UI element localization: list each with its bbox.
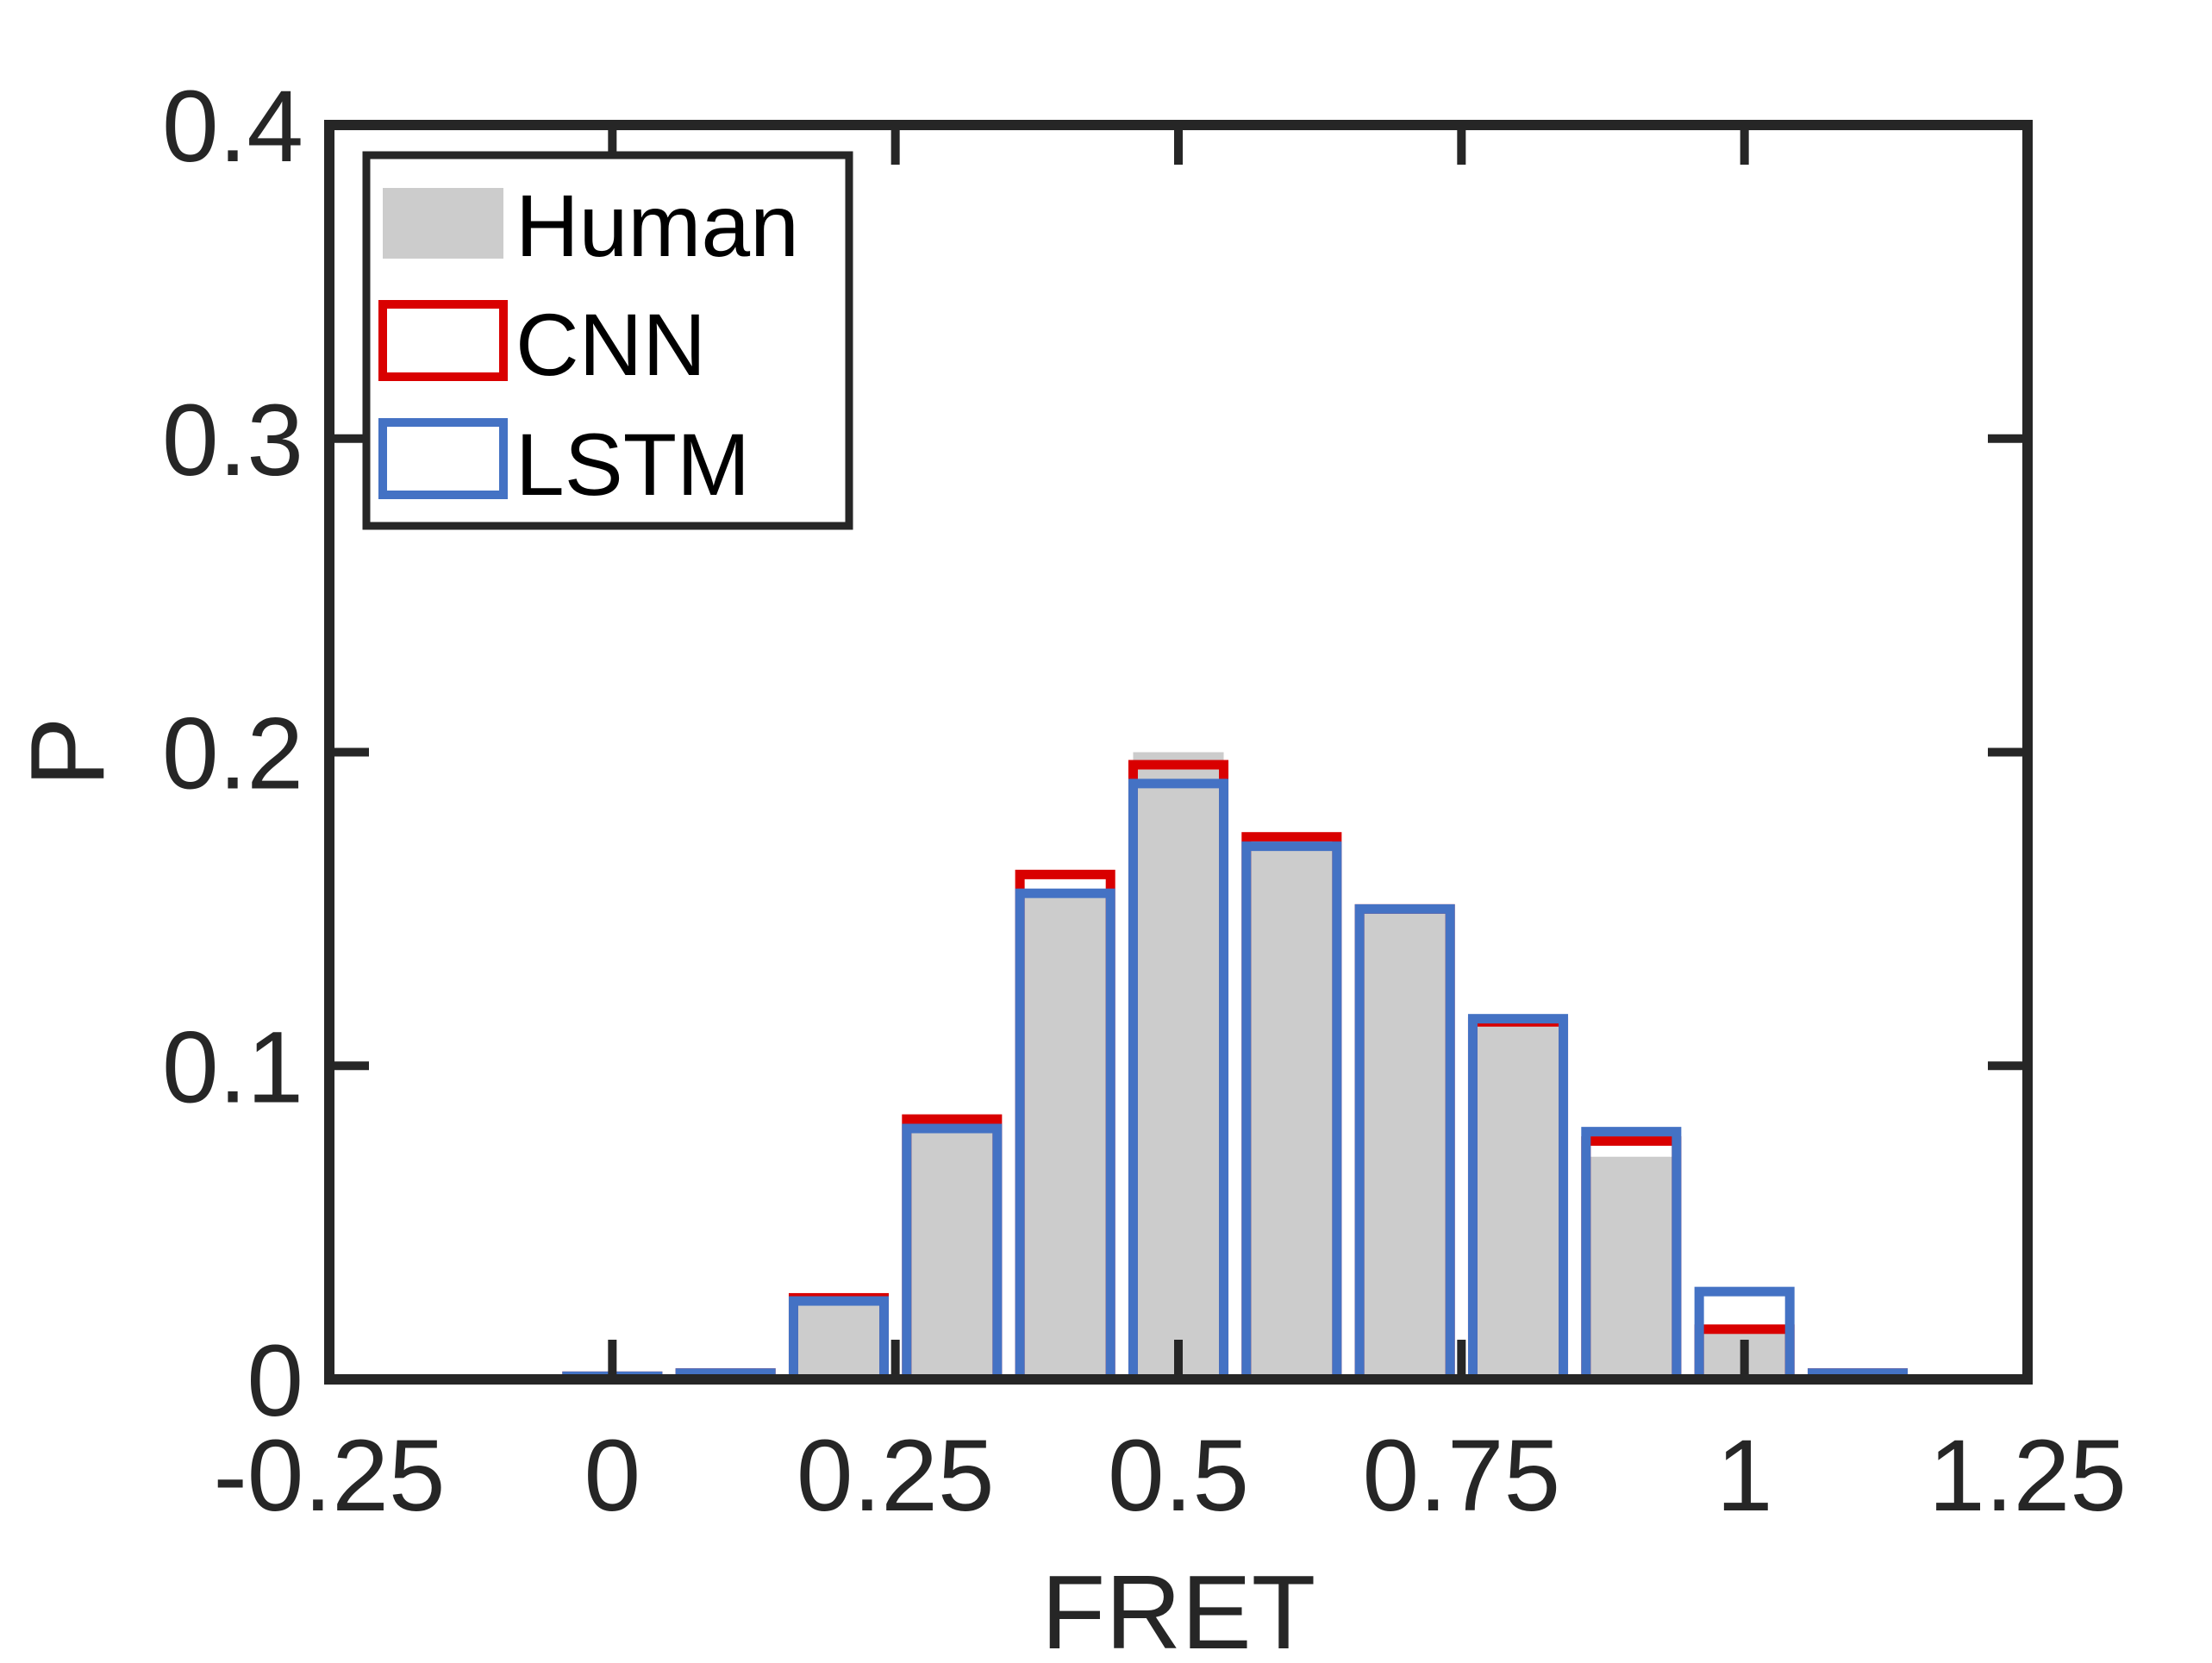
human-bar-4 (793, 1301, 884, 1379)
y-axis-label: P (9, 716, 126, 786)
legend-swatch-cnn (378, 300, 508, 381)
y-tick-label: 0.2 (162, 697, 303, 811)
x-tick-label: 0 (584, 1419, 641, 1533)
human-bar-11 (1585, 1156, 1677, 1379)
y-tick-label: 0 (247, 1324, 303, 1438)
y-tick-label: 0.1 (162, 1010, 303, 1124)
human-bar-6 (1020, 893, 1111, 1379)
human-bar-10 (1472, 1022, 1564, 1379)
human-bar-8 (1246, 846, 1337, 1379)
y-tick-label: 0.3 (162, 384, 303, 497)
human-bar-9 (1359, 909, 1451, 1379)
legend: Human CNN LSTM (362, 151, 853, 530)
legend-swatch-human (383, 188, 503, 259)
legend-swatch-lstm (378, 418, 508, 499)
human-bar-5 (906, 1131, 997, 1379)
x-axis-label: FRET (1041, 1554, 1316, 1659)
axes-frame (324, 120, 2033, 1385)
legend-label-lstm: LSTM (516, 416, 750, 514)
x-tick-label: -0.25 (214, 1419, 446, 1533)
y-tick-label: 0.4 (162, 70, 303, 184)
legend-label-human: Human (516, 177, 799, 275)
x-tick-label: 0.25 (797, 1419, 995, 1533)
x-tick-label: 0.5 (1108, 1419, 1249, 1533)
x-tick-label: 1 (1716, 1419, 1773, 1533)
x-tick-label: 0.75 (1362, 1419, 1560, 1533)
human-bar-7 (1133, 752, 1224, 1379)
legend-label-cnn: CNN (516, 296, 706, 394)
x-tick-label: 1.25 (1928, 1419, 2127, 1533)
